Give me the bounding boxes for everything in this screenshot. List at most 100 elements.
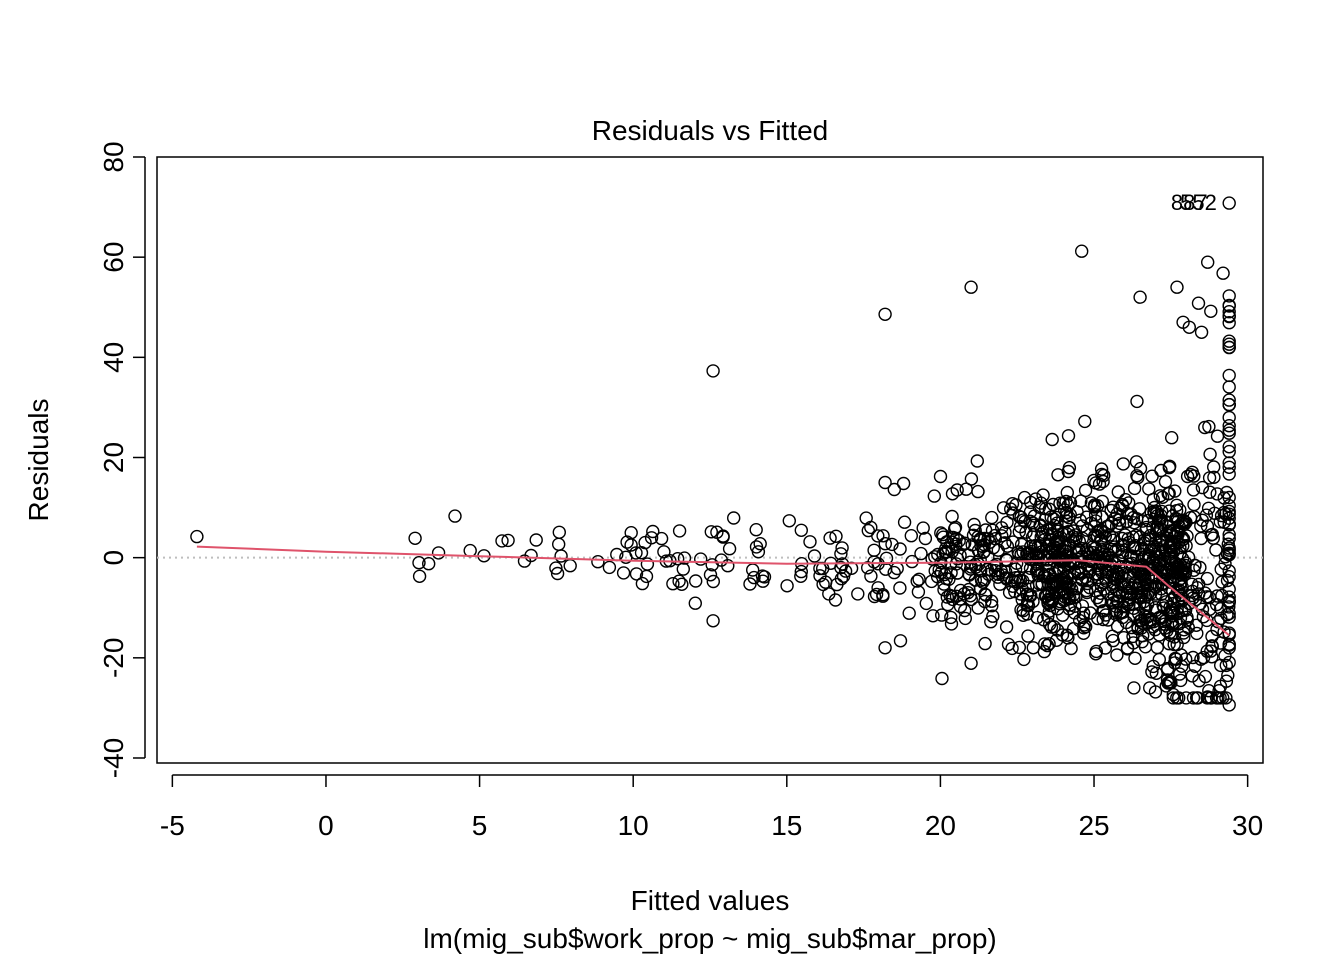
residual-point bbox=[1138, 640, 1153, 654]
residual-point bbox=[1222, 507, 1236, 521]
residual-point bbox=[1157, 577, 1171, 591]
residual-point bbox=[1096, 468, 1111, 483]
residual-point bbox=[1041, 609, 1055, 624]
residual-point bbox=[968, 573, 982, 587]
residual-point bbox=[1162, 459, 1177, 473]
residual-point bbox=[751, 545, 766, 559]
residual-point bbox=[1174, 659, 1189, 673]
residual-point bbox=[1101, 548, 1116, 562]
residual-point bbox=[984, 615, 998, 629]
residual-point bbox=[1042, 604, 1057, 618]
residual-point bbox=[958, 603, 972, 618]
residual-point bbox=[721, 559, 735, 573]
residual-point bbox=[998, 525, 1012, 539]
residual-point bbox=[749, 523, 763, 537]
residual-point bbox=[1028, 492, 1043, 506]
residual-point bbox=[1078, 414, 1092, 429]
residual-point bbox=[1222, 490, 1236, 505]
residual-point bbox=[1185, 669, 1200, 683]
residual-point bbox=[1149, 577, 1164, 592]
residual-point bbox=[1222, 637, 1236, 651]
residual-point bbox=[967, 517, 981, 532]
residual-point bbox=[591, 555, 605, 569]
residual-point bbox=[780, 579, 794, 593]
residual-point bbox=[1129, 455, 1144, 469]
residual-point bbox=[953, 583, 968, 598]
residual-point bbox=[1076, 626, 1091, 640]
residual-point bbox=[1074, 565, 1088, 579]
residual-point bbox=[1194, 519, 1208, 533]
residual-point bbox=[807, 549, 822, 563]
residual-point bbox=[945, 544, 959, 559]
residual-point bbox=[918, 531, 933, 546]
y-tick-label: 60 bbox=[98, 242, 129, 273]
residual-point bbox=[1130, 394, 1144, 409]
residual-point bbox=[1074, 244, 1089, 258]
residual-point bbox=[964, 656, 978, 670]
residual-point bbox=[1056, 551, 1071, 565]
residual-point bbox=[813, 569, 827, 583]
residual-point bbox=[408, 531, 422, 545]
residual-point bbox=[1222, 467, 1236, 481]
residual-point bbox=[876, 529, 890, 543]
residual-point bbox=[1222, 570, 1236, 584]
residual-point bbox=[1222, 610, 1236, 624]
residual-point bbox=[1127, 481, 1142, 496]
x-tick-label: 25 bbox=[1078, 810, 1109, 841]
residual-point bbox=[1200, 519, 1215, 533]
residual-point bbox=[926, 609, 940, 623]
residual-point bbox=[953, 592, 967, 606]
residual-point bbox=[1169, 504, 1184, 518]
residual-point bbox=[1061, 429, 1076, 443]
residual-point bbox=[1170, 280, 1184, 294]
residual-point bbox=[938, 545, 953, 560]
residual-point bbox=[1146, 659, 1161, 674]
residual-point bbox=[1101, 519, 1116, 533]
residual-point bbox=[864, 569, 878, 583]
residual-point bbox=[1216, 266, 1230, 280]
residual-point bbox=[1207, 506, 1222, 520]
residual-point bbox=[1094, 595, 1108, 609]
x-tick-label: 30 bbox=[1232, 810, 1263, 841]
residual-point bbox=[940, 590, 954, 604]
residual-point bbox=[1174, 558, 1188, 572]
residual-point bbox=[1125, 620, 1139, 635]
residual-point bbox=[1125, 540, 1140, 555]
residual-point bbox=[1013, 573, 1028, 587]
residual-point bbox=[999, 620, 1014, 634]
residual-point bbox=[911, 585, 926, 599]
residual-point bbox=[972, 557, 986, 571]
x-tick-label: 15 bbox=[771, 810, 802, 841]
residual-point bbox=[1213, 658, 1228, 673]
residual-point bbox=[1021, 570, 1036, 585]
residual-point bbox=[1002, 585, 1017, 600]
residual-point bbox=[1110, 619, 1125, 634]
residual-point bbox=[554, 549, 568, 563]
residual-point bbox=[1222, 456, 1236, 470]
residual-point bbox=[1045, 587, 1059, 601]
residual-point bbox=[1203, 485, 1217, 499]
residual-point bbox=[1128, 576, 1142, 590]
residual-point bbox=[1186, 691, 1201, 705]
residual-point bbox=[552, 525, 566, 539]
outlier-label: 887 bbox=[1171, 190, 1208, 215]
residual-point bbox=[1088, 584, 1103, 598]
residual-point bbox=[823, 531, 837, 545]
residual-point bbox=[1113, 560, 1128, 574]
residual-point bbox=[1167, 637, 1181, 652]
residual-point bbox=[1185, 577, 1199, 591]
residual-point bbox=[971, 601, 985, 615]
residual-point bbox=[935, 608, 949, 622]
residual-point bbox=[973, 533, 987, 547]
residual-point bbox=[431, 546, 446, 560]
residual-point bbox=[896, 476, 911, 491]
residual-point bbox=[974, 539, 988, 553]
residual-point bbox=[933, 469, 948, 484]
residual-point bbox=[1104, 503, 1118, 518]
residual-point bbox=[743, 577, 757, 591]
residual-point bbox=[887, 482, 901, 497]
residual-point bbox=[985, 599, 999, 613]
residual-point bbox=[828, 593, 843, 607]
residual-point bbox=[1222, 606, 1236, 621]
